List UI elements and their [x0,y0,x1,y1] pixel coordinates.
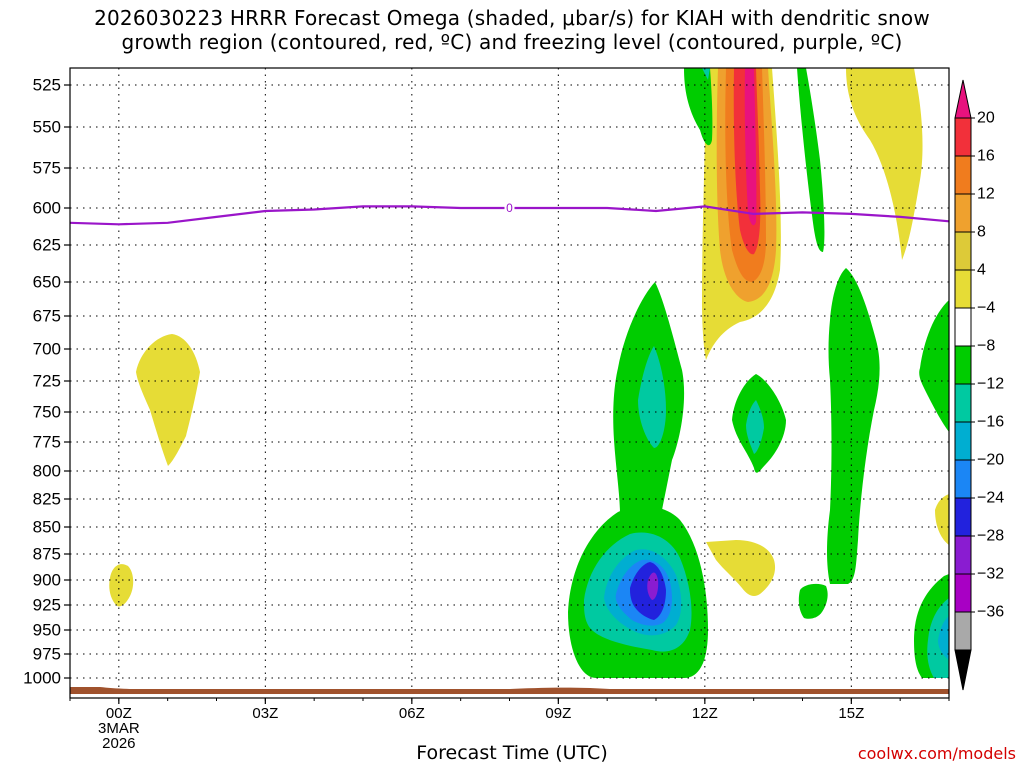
omega-minus-8-region [702,68,710,80]
colorbar-segment [954,155,972,195]
x-axis-title: Forecast Time (UTC) [416,742,608,764]
colorbar-segment [954,269,972,309]
x-tick-label: 15Z [838,705,864,722]
y-tick-label: 900 [33,571,61,590]
colorbar-bottom-triangle [954,649,972,691]
colorbar-tick-label: −8 [977,338,995,355]
colorbar-segment [954,421,972,461]
omega-minus-4-region [797,68,825,252]
y-tick-label: 675 [33,307,61,326]
colorbar-segment [954,345,972,385]
omega-minus-8-region [746,400,764,454]
omega-plus-4-region [846,68,923,260]
x-tick-label: 03Z [252,705,278,722]
omega-plus-4-region [706,540,776,596]
y-tick-label: 975 [33,645,61,664]
omega-minus-4-region [798,583,828,619]
omega-plus-4-region [136,334,200,466]
omega-plus-20-region [744,68,757,226]
omega-minus-8-region [927,598,949,678]
colorbar-tick-label: 16 [977,148,995,165]
subsidence-core-13z [702,68,781,360]
y-tick-label: 1000 [23,669,61,688]
colorbar-segment [954,117,972,157]
date-label: 2026 [102,735,135,752]
y-tick-label: 525 [33,76,61,95]
y-tick-label: 800 [33,462,61,481]
colorbar-segment [954,573,972,613]
footer-credit[interactable]: coolwx.com/models [857,744,1016,763]
y-tick-label: 875 [33,545,61,564]
colorbar-segment [954,231,972,271]
colorbar-segment [954,193,972,233]
colorbar-tick-label: −4 [977,300,995,317]
chart-title: 2026030223 HRRR Forecast Omega (shaded, … [94,6,930,54]
colorbar-tick-label: 20 [977,110,995,127]
y-tick-label: 825 [33,490,61,509]
ground-strip [70,687,949,694]
omega-minus-8-region [638,346,666,448]
colorbar-tick-label: −16 [977,414,1004,431]
colorbar-tick-label: −32 [977,566,1004,583]
omega-plus-4-region [109,564,134,607]
y-tick-label: 575 [33,159,61,178]
freezing-label-bg [504,201,515,215]
y-tick-label: 700 [33,340,61,359]
x-tick-label: 09Z [545,705,571,722]
y-tick-label: 925 [33,596,61,615]
y-tick-label: 750 [33,403,61,422]
y-tick-label: 850 [33,518,61,537]
omega-minus-4-region [684,68,713,146]
colorbar-segment [954,307,972,347]
x-tick-label: 12Z [692,705,718,722]
date-label: 3MAR [98,720,140,737]
omega-plus-4-region [935,494,949,545]
y-tick-label: 550 [33,118,61,137]
y-tick-label: 725 [33,372,61,391]
y-tick-label: 950 [33,621,61,640]
colorbar-tick-label: 4 [977,262,986,279]
colorbar-top-triangle [954,79,972,119]
colorbar-tick-label: −12 [977,376,1004,393]
y-tick-label: 775 [33,433,61,452]
colorbar-segment [954,611,972,651]
y-tick-label: 600 [33,199,61,218]
colorbar-segment [954,535,972,575]
y-axis: 525 550 575 600 625 650 675 700 725 750 775 800 825 8… [23,76,70,688]
colorbar-tick-label: 8 [977,224,986,241]
colorbar-tick-label: −36 [977,604,1004,621]
omega-shaded-field [109,68,949,678]
colorbar-tick-label: 12 [977,186,995,203]
x-tick-label: 06Z [399,705,425,722]
y-tick-label: 625 [33,236,61,255]
freezing-level-label: 0 [506,201,513,215]
colorbar-segment [954,383,972,423]
colorbar-tick-label: −24 [977,490,1004,507]
colorbar-segment [954,497,972,537]
time-gridlines [118,68,852,698]
omega-minus-12-region [938,616,949,660]
x-tick-label: 00Z [106,705,132,722]
y-tick-label: 650 [33,273,61,292]
ground-surface [70,687,949,694]
omega-minus-4-region [827,268,880,584]
colorbar-tick-label: −28 [977,528,1004,545]
colorbar: 20 16 12 8 4 −4 −8 −12 −16 −20 −24 −28 −32 −36 [954,79,1004,691]
colorbar-segment [954,459,972,499]
omega-minus-4-region [919,300,949,432]
colorbar-tick-label: −20 [977,452,1004,469]
omega-minus-24-region [647,572,659,600]
